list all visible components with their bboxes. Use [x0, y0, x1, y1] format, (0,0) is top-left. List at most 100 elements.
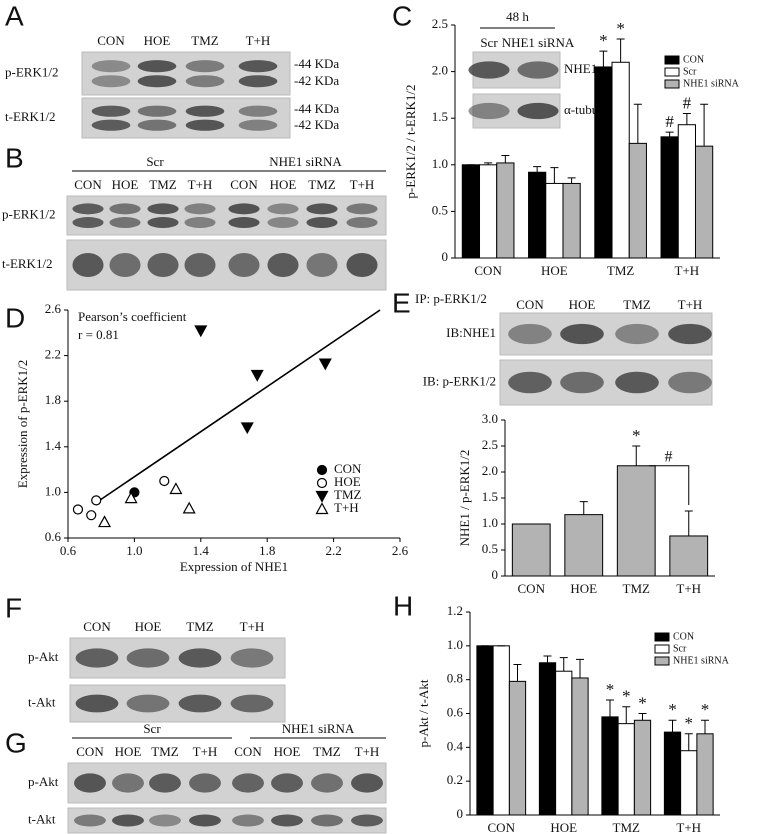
band — [267, 253, 299, 277]
y-tick-label: 1.5 — [432, 109, 448, 124]
band — [72, 253, 104, 277]
blot — [66, 195, 387, 236]
bar — [633, 719, 652, 816]
error-bar — [700, 103, 709, 147]
error-bar — [684, 733, 693, 751]
panel-letter: A — [5, 0, 24, 31]
band — [149, 814, 181, 827]
bar — [669, 535, 709, 577]
lane-label: T+H — [193, 744, 218, 759]
point — [159, 475, 170, 487]
y-tick-label: 2.0 — [482, 463, 498, 478]
legend-marker — [315, 502, 329, 515]
legend-label: Scr — [673, 643, 687, 654]
x-tick-label: 1.0 — [126, 543, 142, 558]
band — [184, 217, 216, 228]
legend-label: NHE1 siRNA — [683, 78, 740, 89]
error-bar — [632, 445, 641, 466]
significance-mark: * — [622, 687, 631, 706]
band — [75, 694, 119, 713]
row-label: p-ERK1/2 — [2, 206, 55, 221]
band — [517, 102, 559, 120]
band — [75, 648, 119, 668]
band — [178, 694, 222, 713]
band — [271, 814, 303, 827]
group-label: NHE1 siRNA — [282, 721, 355, 736]
point — [169, 482, 183, 495]
band — [271, 773, 303, 793]
band — [560, 323, 604, 345]
lane-label: TMZ — [149, 177, 177, 192]
significance-mark: * — [606, 680, 615, 699]
band — [346, 203, 378, 215]
lane-label: TMZ — [186, 619, 214, 634]
significance-mark: * — [701, 700, 710, 719]
band — [615, 371, 659, 394]
bar — [492, 645, 510, 816]
y-tick-label: 1.2 — [447, 603, 463, 618]
band — [185, 75, 225, 88]
band — [615, 323, 659, 345]
significance-mark: * — [616, 19, 625, 38]
legend-marker — [316, 477, 328, 489]
y-tick-label: 1.0 — [432, 156, 448, 171]
band — [267, 203, 299, 215]
legend-label: CON — [683, 54, 704, 65]
y-tick-label: 2.5 — [482, 437, 498, 452]
band — [230, 648, 274, 668]
x-tick-label: TMZ — [607, 263, 635, 278]
y-tick-label: 0 — [492, 567, 499, 582]
band — [267, 217, 299, 228]
annotation: r = 0.81 — [78, 327, 119, 342]
band — [238, 105, 278, 117]
bar — [601, 716, 619, 816]
lane-label: HOE — [569, 297, 596, 312]
legend-label: CON — [673, 631, 694, 642]
y-tick-label: 0.4 — [447, 738, 464, 753]
group-label: NHE1 siRNA — [269, 154, 342, 169]
point — [318, 358, 332, 371]
band — [137, 75, 177, 88]
x-tick-label: CON — [518, 581, 546, 596]
x-tick-label: HOE — [541, 263, 568, 278]
bar — [545, 182, 564, 259]
band — [238, 75, 278, 88]
band — [346, 253, 378, 277]
bar — [677, 124, 696, 259]
error-bar — [606, 699, 614, 717]
lane-label: TMZ — [308, 177, 336, 192]
point — [91, 495, 102, 506]
bar — [696, 733, 714, 816]
y-tick-label: 3.0 — [482, 411, 498, 426]
lane-label: CON — [234, 744, 262, 759]
x-tick-label: 1.8 — [259, 543, 275, 558]
lane-label: HOE — [115, 744, 142, 759]
y-tick-label: 0.8 — [447, 671, 463, 686]
significance-mark: * — [632, 426, 641, 445]
x-tick-label: TMZ — [623, 581, 651, 596]
band — [149, 773, 181, 793]
band — [126, 648, 170, 668]
band — [238, 60, 278, 73]
x-tick-label: HOE — [550, 820, 577, 834]
significance-mark: # — [665, 112, 674, 131]
panel-letter: E — [392, 287, 411, 318]
bar — [594, 66, 613, 259]
error-bar — [599, 50, 608, 67]
lane-label: Scr — [480, 35, 498, 50]
band — [126, 694, 170, 713]
band — [72, 203, 104, 215]
legend-swatch — [654, 656, 670, 666]
point — [194, 325, 208, 338]
band — [232, 814, 264, 827]
band — [189, 814, 221, 827]
y-tick-label: 1.5 — [482, 489, 498, 504]
y-tick-label: 2.5 — [432, 16, 448, 31]
band — [137, 60, 177, 73]
row-label: IB: p-ERK1/2 — [423, 373, 496, 388]
error-bar — [484, 162, 493, 165]
legend-label: T+H — [334, 500, 359, 515]
row-label: t-Akt — [28, 694, 56, 709]
band — [517, 61, 559, 79]
